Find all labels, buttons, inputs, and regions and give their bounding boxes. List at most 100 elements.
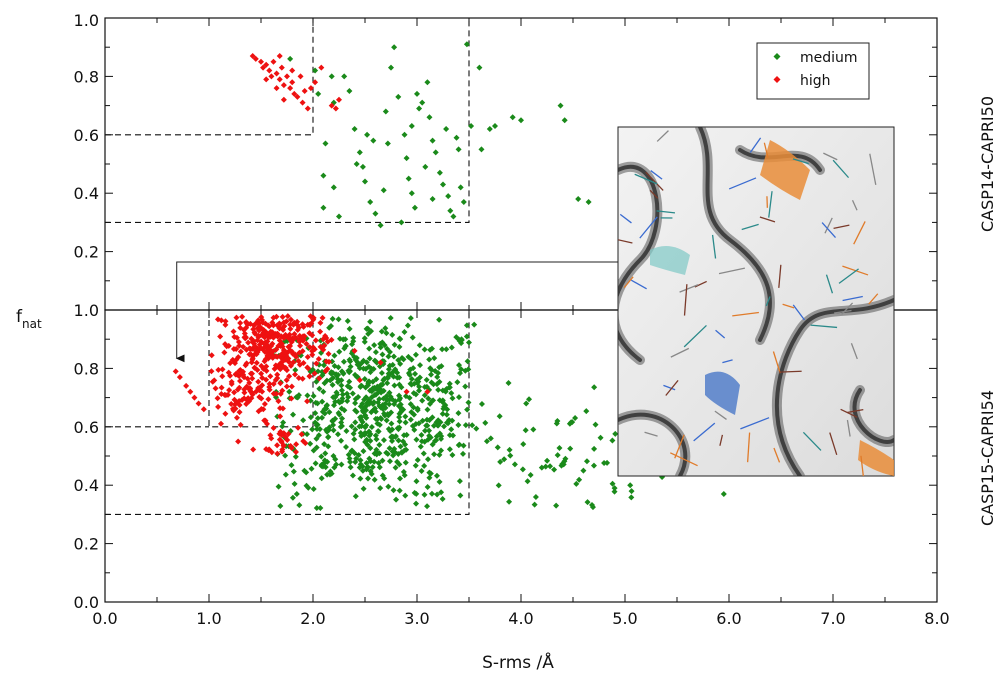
data-point-medium [343,428,350,435]
data-point-high [215,403,222,410]
data-point-medium [336,399,343,406]
data-point-high [255,378,262,385]
inset-sidechain [623,276,634,289]
data-point-medium [391,445,398,452]
data-point-high [234,386,241,393]
data-point-medium [544,457,551,464]
data-point-high [273,390,280,397]
data-point-medium [384,345,391,352]
inset-sidechain [683,284,688,316]
data-point-medium [315,90,322,97]
data-point-medium [341,73,348,80]
data-point-high [244,375,251,382]
data-point-medium [527,471,534,478]
data-point-medium [344,390,351,397]
data-point-high [236,409,243,416]
data-point-high [280,82,287,89]
data-point-medium [415,378,422,385]
data-point-medium [338,387,345,394]
legend-label-medium: medium [800,50,858,66]
data-point-medium [453,134,460,141]
data-point-high [222,392,229,399]
data-point-medium [375,389,382,396]
data-point-medium [375,428,382,435]
data-point-high [299,321,306,328]
data-point-medium [505,380,512,386]
data-point-medium [378,369,385,376]
data-point-medium [448,426,455,433]
data-point-medium [397,336,404,343]
data-point-medium [328,73,335,80]
data-point-medium [430,422,437,429]
data-point-high [200,406,207,413]
data-point-medium [583,458,590,465]
y-axis-title-sub: nat [22,317,42,331]
data-point-high [289,67,296,74]
data-point-medium [380,406,387,413]
data-point-medium [422,427,429,434]
data-point-medium [379,472,386,479]
data-point-high [282,356,289,363]
data-point-medium [367,468,374,475]
data-point-medium [307,414,314,421]
data-point-medium [386,401,393,408]
data-point-high [237,348,244,355]
data-point-medium [553,502,560,509]
data-point-high [212,385,219,392]
data-point-medium [423,376,430,383]
data-point-medium [412,351,419,358]
data-point-medium [407,416,414,423]
data-point-high [280,326,287,333]
data-point-medium [360,408,367,415]
data-point-medium [353,455,360,462]
data-point-medium [314,426,321,433]
data-point-medium [400,432,407,439]
data-point-medium [459,450,466,457]
data-point-medium [418,432,425,439]
data-point-medium [591,445,598,452]
data-point-medium [407,366,414,373]
data-point-high [287,316,294,323]
data-point-medium [386,458,393,465]
data-point-medium [414,456,421,463]
data-point-high [256,324,263,331]
y-tick-label: 0.6 [74,126,99,145]
data-point-medium [310,486,317,493]
data-point-high [262,356,269,363]
inset-sidechain [639,216,658,239]
data-point-high [256,394,263,401]
data-point-high [252,55,259,62]
legend-label-high: high [800,73,831,89]
data-point-medium [390,452,397,459]
data-point-high [259,382,266,389]
data-point-high [287,442,294,449]
data-point-medium [439,495,446,502]
data-point-high [273,346,280,353]
data-point-high [309,348,316,355]
inset-sidechain [765,296,771,307]
data-point-medium [292,453,299,460]
data-point-high [318,64,325,71]
data-point-medium [346,325,353,332]
data-point-medium [523,400,530,407]
inset-sidechain [773,447,781,463]
data-point-high [227,372,234,379]
data-point-medium [282,452,289,459]
data-point-medium [609,437,616,444]
data-point-high [208,352,215,359]
data-point-high [230,328,237,335]
data-point-medium [332,415,339,422]
inset-sidechain [634,173,658,185]
data-point-high [284,313,291,320]
data-point-medium [338,461,345,468]
data-point-medium [394,458,401,465]
data-point-medium [377,344,384,351]
data-point-high [230,346,237,353]
data-point-high [297,73,304,80]
inset-sidechain [665,379,679,396]
data-point-high [276,337,283,344]
data-point-high [282,331,289,338]
data-point-medium [518,117,524,124]
data-point-high [295,424,302,431]
inset-sidechain [732,311,759,317]
